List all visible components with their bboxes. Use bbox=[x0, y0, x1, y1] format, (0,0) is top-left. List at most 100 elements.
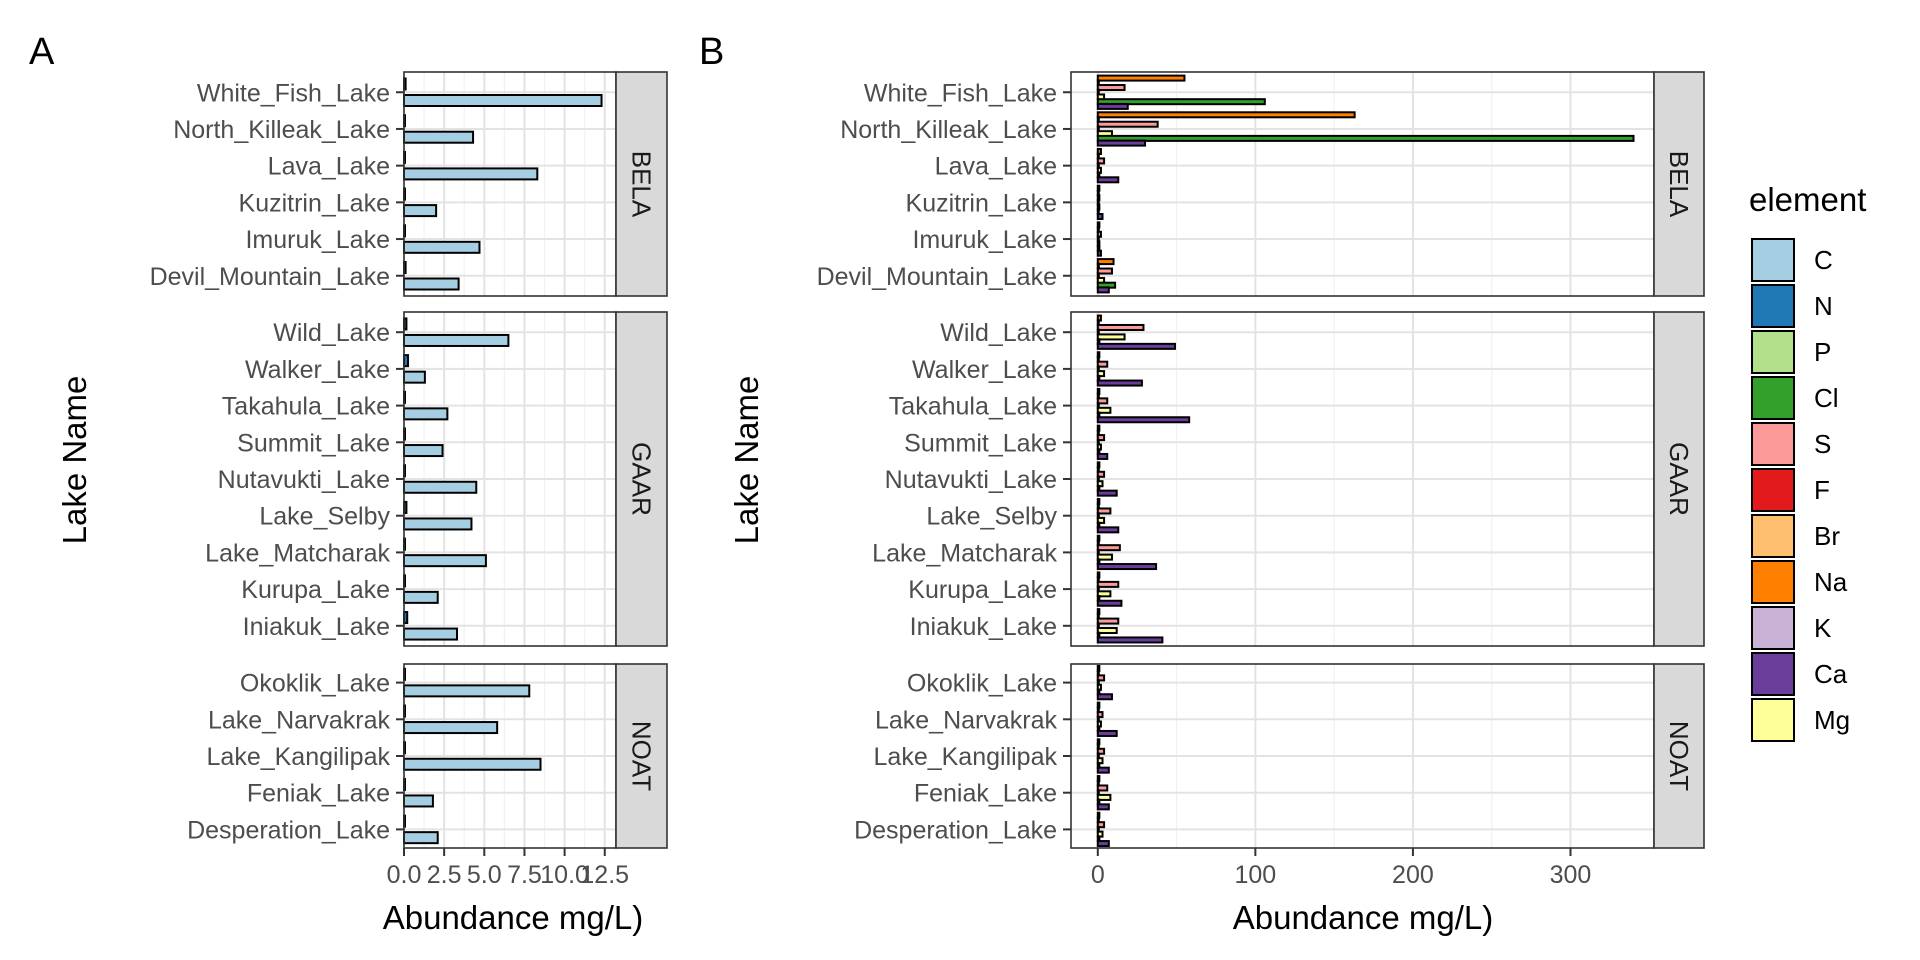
y-tick-label: Lake_Matcharak bbox=[205, 539, 390, 567]
panel-label-b: B bbox=[699, 31, 724, 73]
bar-mg bbox=[1096, 793, 1112, 801]
panel-label-a: A bbox=[29, 31, 55, 73]
facet-b-bela: White_Fish_Lake North_Killeak_Lake Lava_La… bbox=[817, 71, 1705, 297]
bar-ca bbox=[1096, 563, 1158, 571]
bar-s bbox=[1096, 821, 1106, 829]
x-tick-label: 10.0 bbox=[540, 861, 589, 889]
bar-c bbox=[403, 444, 444, 458]
y-tick-label: Iniakuk_Lake bbox=[243, 613, 390, 641]
y-tick-label: Lake_Matcharak bbox=[872, 539, 1057, 567]
legend-key-na bbox=[1751, 560, 1795, 604]
legend-title: element bbox=[1749, 181, 1866, 218]
x-tick-label: 300 bbox=[1550, 861, 1592, 889]
y-tick-label: Okoklik_Lake bbox=[907, 670, 1057, 698]
legend-label-p: P bbox=[1814, 337, 1831, 367]
y-tick-label: Lake_Selby bbox=[259, 503, 390, 531]
bar-s bbox=[1096, 157, 1106, 165]
bar-s bbox=[1096, 617, 1120, 625]
y-tick-label: Desperation_Lake bbox=[187, 816, 390, 844]
legend-key-mg bbox=[1751, 698, 1795, 742]
bar-s bbox=[1096, 434, 1106, 442]
x-tick-label: 0 bbox=[1091, 861, 1105, 889]
bar-ca bbox=[1096, 489, 1118, 497]
y-tick-label: Lava_Lake bbox=[268, 153, 390, 181]
bar-c bbox=[403, 204, 438, 218]
bar-s bbox=[1096, 507, 1112, 515]
y-tick-label: Desperation_Lake bbox=[854, 816, 1057, 844]
y-tick-label: Devil_Mountain_Lake bbox=[817, 263, 1057, 291]
legend-label-na: Na bbox=[1814, 567, 1848, 597]
bar-c bbox=[403, 757, 542, 771]
y-tick-label: Takahula_Lake bbox=[222, 393, 390, 421]
x-tick-label: 5.0 bbox=[467, 861, 502, 889]
legend-label-cl: Cl bbox=[1814, 383, 1839, 413]
bar-s bbox=[1096, 470, 1106, 478]
y-tick-label: Imuruk_Lake bbox=[912, 226, 1057, 254]
bar-ca bbox=[1096, 286, 1110, 294]
y-tick-label: Kuzitrin_Lake bbox=[239, 189, 390, 217]
bar-c bbox=[403, 627, 458, 641]
legend-key-f bbox=[1751, 468, 1795, 512]
bar-s bbox=[1096, 120, 1159, 128]
bar-na bbox=[1096, 74, 1186, 82]
bar-na bbox=[1096, 258, 1115, 266]
legend-key-n bbox=[1751, 284, 1795, 328]
x-tick-label: 12.5 bbox=[580, 861, 629, 889]
bar-na bbox=[1096, 111, 1356, 119]
bar-s bbox=[1096, 397, 1109, 405]
y-tick-label: Summit_Lake bbox=[904, 429, 1057, 457]
bar-mg bbox=[1096, 590, 1112, 598]
bar-s bbox=[1096, 267, 1113, 275]
facet-strip bbox=[1653, 311, 1705, 647]
legend-label-s: S bbox=[1814, 429, 1831, 459]
y-tick-label: Lake_Narvakrak bbox=[875, 706, 1058, 734]
y-axis-title-a: Lake Name bbox=[56, 376, 93, 545]
y-axis-title-b: Lake Name bbox=[728, 376, 765, 545]
bar-c bbox=[403, 517, 473, 531]
bar-ca bbox=[1096, 342, 1176, 350]
bar-ca bbox=[1096, 379, 1143, 387]
bar-ca bbox=[1096, 840, 1110, 848]
bar-cl bbox=[1096, 98, 1266, 106]
bar-s bbox=[1096, 544, 1121, 552]
bar-c bbox=[403, 480, 478, 494]
panel-a: White_Fish_Lake North_Killeak_Lake Lava_La… bbox=[150, 71, 668, 889]
bar-ca bbox=[1096, 249, 1102, 257]
bar-c bbox=[403, 94, 603, 108]
y-tick-label: Feniak_Lake bbox=[914, 780, 1057, 808]
bar-ca bbox=[1096, 803, 1110, 811]
facet-a-noat: Okoklik_Lake Lake_Narvakrak Lake_Kangilipa… bbox=[187, 663, 668, 849]
y-tick-label: White_Fish_Lake bbox=[197, 79, 390, 107]
y-tick-label: North_Killeak_Lake bbox=[840, 116, 1057, 144]
legend-key-br bbox=[1751, 514, 1795, 558]
bar-ca bbox=[1096, 636, 1164, 644]
legend: element CNP Cl SF Br Na K Ca Mg bbox=[1749, 181, 1866, 742]
y-tick-label: Lake_Narvakrak bbox=[208, 706, 391, 734]
facet-strip-label: GAAR bbox=[627, 442, 657, 516]
y-tick-label: Summit_Lake bbox=[237, 429, 390, 457]
y-tick-label: Walker_Lake bbox=[245, 356, 390, 384]
legend-label-k: K bbox=[1814, 613, 1832, 643]
bar-s bbox=[1096, 784, 1109, 792]
bar-mg bbox=[1096, 370, 1106, 378]
facet-strip-label: BELA bbox=[627, 151, 657, 218]
legend-key-ca bbox=[1751, 652, 1795, 696]
x-axis-title-b: Abundance mg/L) bbox=[1233, 899, 1494, 936]
bar-s bbox=[1096, 747, 1106, 755]
bar-ca bbox=[1096, 102, 1129, 110]
legend-key-cl bbox=[1751, 376, 1795, 420]
legend-label-mg: Mg bbox=[1814, 705, 1850, 735]
legend-label-f: F bbox=[1814, 475, 1830, 505]
facet-strip bbox=[1653, 663, 1705, 849]
bar-ca bbox=[1096, 766, 1110, 774]
y-tick-label: Nutavukti_Lake bbox=[218, 466, 390, 494]
y-tick-label: North_Killeak_Lake bbox=[173, 116, 390, 144]
y-tick-label: Takahula_Lake bbox=[889, 393, 1057, 421]
bar-ca bbox=[1096, 139, 1147, 147]
bar-c bbox=[403, 130, 475, 144]
bar-c bbox=[403, 554, 487, 568]
y-tick-label: Nutavukti_Lake bbox=[885, 466, 1057, 494]
legend-label-c: C bbox=[1814, 245, 1833, 275]
facet-strip-label: NOAT bbox=[627, 721, 657, 791]
